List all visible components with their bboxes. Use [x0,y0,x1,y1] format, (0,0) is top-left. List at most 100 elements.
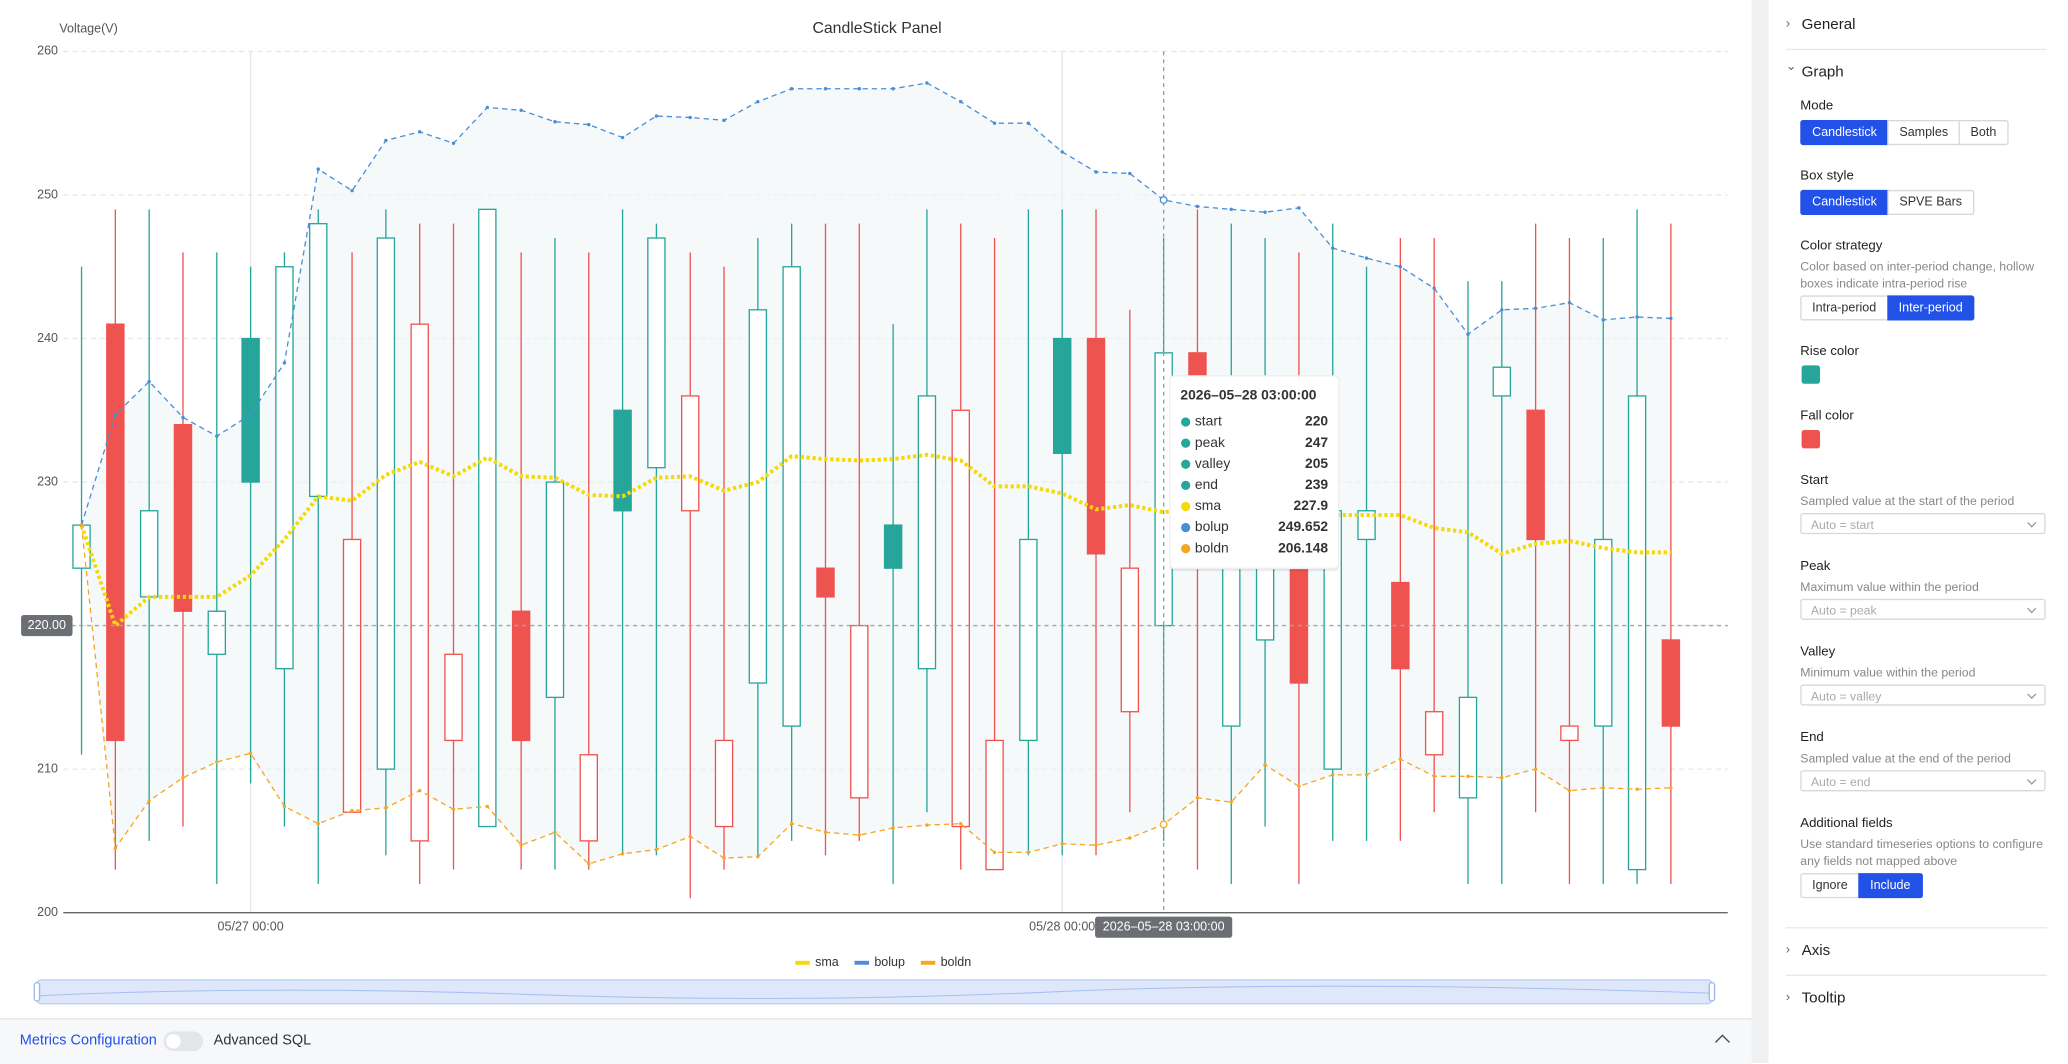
series-point [891,826,895,830]
series-point [789,821,794,826]
series-point [350,809,354,813]
series-point [181,776,185,780]
series-point [485,804,490,809]
option-button[interactable]: Intra-period [1800,295,1889,321]
series-point [282,361,287,365]
zoom-slider [36,979,1713,1005]
series-point [992,121,997,125]
option-button[interactable]: Candlestick [1800,189,1889,215]
series-point [1060,842,1064,846]
section-header[interactable]: › General [1786,17,2063,33]
tooltip-dot [1181,522,1191,533]
series-point [1229,800,1233,804]
chart: CandleStick Panel Voltage(V) 200 210 220 230 2… [21,20,1728,1005]
toggle[interactable] [163,1031,204,1052]
section-title: General [1801,17,1856,33]
option-button[interactable]: Both [1958,120,2009,146]
field-select[interactable]: Auto = end [1800,770,2046,792]
field-select[interactable]: Auto = valley [1800,684,2046,706]
color-swatch[interactable] [1801,429,1821,449]
series-point [553,830,557,834]
series-point [1331,246,1335,250]
field-label: Color strategy [1800,238,1883,254]
series-point [1669,316,1673,321]
series-point [1026,850,1031,855]
series-point [654,114,659,118]
candle-body [917,395,937,670]
field-description: Color based on inter-period change, holl… [1800,259,2035,291]
pointer-x-box [1095,916,1233,938]
tooltip-value: 239 [1305,476,1328,492]
series-point [688,834,692,839]
field-description: Use standard timeseries options to confi… [1800,837,2043,868]
field-select[interactable]: Auto = peak [1800,598,2046,620]
option-button[interactable]: SPVE Bars [1887,189,1974,215]
color-swatch[interactable] [1801,365,1821,384]
metrics-tab[interactable]: Metrics Configuration [19,1032,157,1049]
series-point [1533,767,1538,771]
section-header[interactable]: ⌄ Graph [1786,59,2063,80]
section-header[interactable]: › Axis [1786,943,2063,959]
field-select[interactable]: Auto = start [1800,513,2046,535]
bottom-bar: Metrics Configuration Advanced SQL [0,1018,1752,1064]
series-point [350,188,354,193]
series-point [1567,788,1572,793]
tooltip-name: end [1195,476,1218,492]
option-button[interactable]: Include [1858,873,1923,899]
y-tick-label: 230 [37,474,58,488]
field-label: Start [1800,473,1829,488]
option-button[interactable]: Ignore [1800,873,1860,899]
candle-body [1424,711,1444,756]
section-divider [1785,927,2047,929]
y-tick-label: 210 [37,761,58,775]
field-description: Sampled value at the end of the period [1800,751,2011,765]
series-point [1026,121,1031,125]
button-group: Ignore Include [1800,873,1923,899]
tooltip-value: 227.9 [1294,497,1329,513]
series-point [113,846,118,850]
tooltip-dot [1181,544,1191,554]
series-point [147,379,151,384]
collapse-icon[interactable] [1714,1034,1730,1050]
series-point [1331,773,1335,777]
series-point [891,87,895,91]
option-button[interactable]: Inter-period [1886,295,1975,321]
pointer-x-label: 2026–05–28 03:00:00 [1103,919,1225,933]
tooltip [1169,375,1340,570]
tooltip-dot [1181,417,1191,427]
series-point [1601,318,1605,322]
series-point [282,804,287,809]
section-header[interactable]: › Tooltip [1786,990,2063,1006]
series-point [451,141,456,146]
series-point [316,167,320,171]
series-point [1432,774,1436,779]
chevron: › [1785,990,1791,1005]
option-button[interactable]: Samples [1887,120,1960,146]
field-label: Additional fields [1800,816,1893,831]
field-label: End [1800,730,1824,746]
chevron: › [1785,942,1791,958]
candle-body [748,309,768,684]
y-tick-label: 240 [37,331,58,345]
field-label: Box style [1800,168,1854,184]
candle-body [850,624,869,799]
series-point [1263,210,1267,214]
pointer-y-label: 220.00 [28,618,66,632]
candle-body [207,610,227,655]
series-point [959,99,963,104]
section-divider [1785,48,2047,51]
series-point [789,87,794,91]
chart-panel: CandleStick Panel Voltage(V) 200 210 220 230 2… [0,0,1752,1019]
pointer-point [1159,196,1168,204]
candle-body [1086,337,1106,555]
option-button[interactable]: Candlestick [1800,120,1889,146]
series-point [215,434,219,438]
candle-body [883,524,903,569]
series-point [1094,843,1098,847]
series-point [1094,170,1098,174]
button-group: Candlestick SPVE Bars [1800,189,1974,215]
series-point [113,412,118,417]
pointer-point [1159,820,1168,829]
zoom-preview [39,985,1710,1000]
